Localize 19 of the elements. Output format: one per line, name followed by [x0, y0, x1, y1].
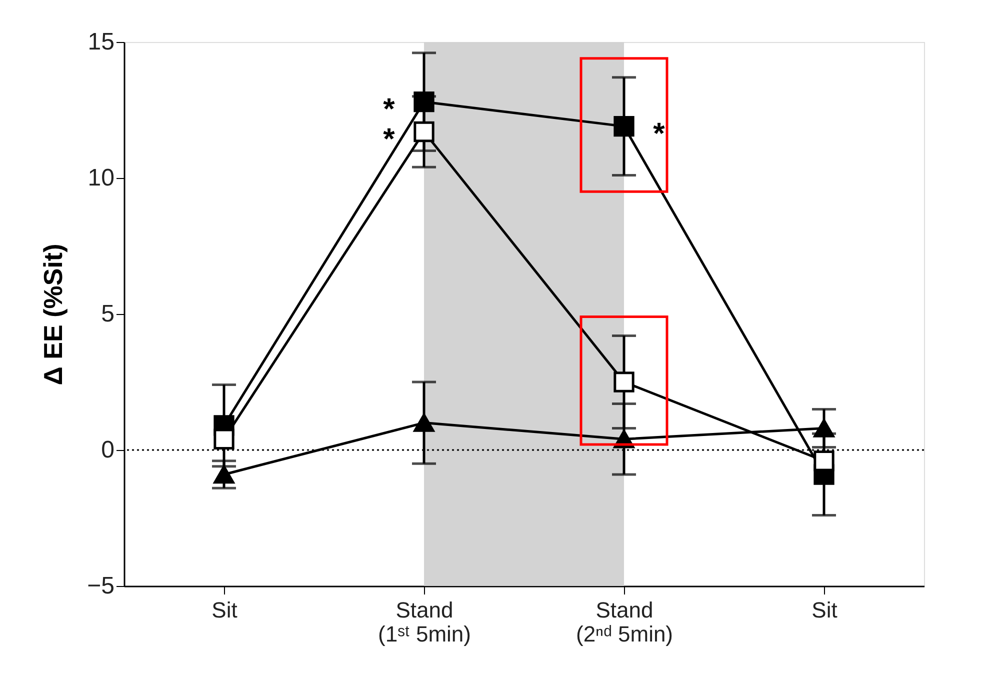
point	[414, 414, 434, 432]
x-tick-label: Stand (2ⁿᵈ 5min)	[576, 598, 674, 646]
x-tick-label: Sit	[212, 598, 238, 622]
point	[614, 372, 634, 392]
y-tick-label: 10	[88, 164, 114, 192]
point	[214, 465, 234, 484]
point	[814, 419, 834, 438]
y-tick-label: 15	[88, 28, 114, 56]
y-tick-label: −5	[87, 572, 114, 600]
annotation: *	[653, 117, 666, 150]
y-axis-title: Δ EE (%Sit)	[38, 244, 68, 386]
y-tick-label: 5	[101, 300, 114, 328]
point	[614, 116, 634, 137]
point	[214, 428, 234, 450]
y-tick-label: 0	[101, 436, 114, 464]
point	[814, 450, 834, 472]
x-tick-label: Sit	[812, 598, 838, 622]
x-tick-label: Stand (1ˢᵗ 5min)	[378, 598, 471, 646]
point	[414, 121, 434, 142]
